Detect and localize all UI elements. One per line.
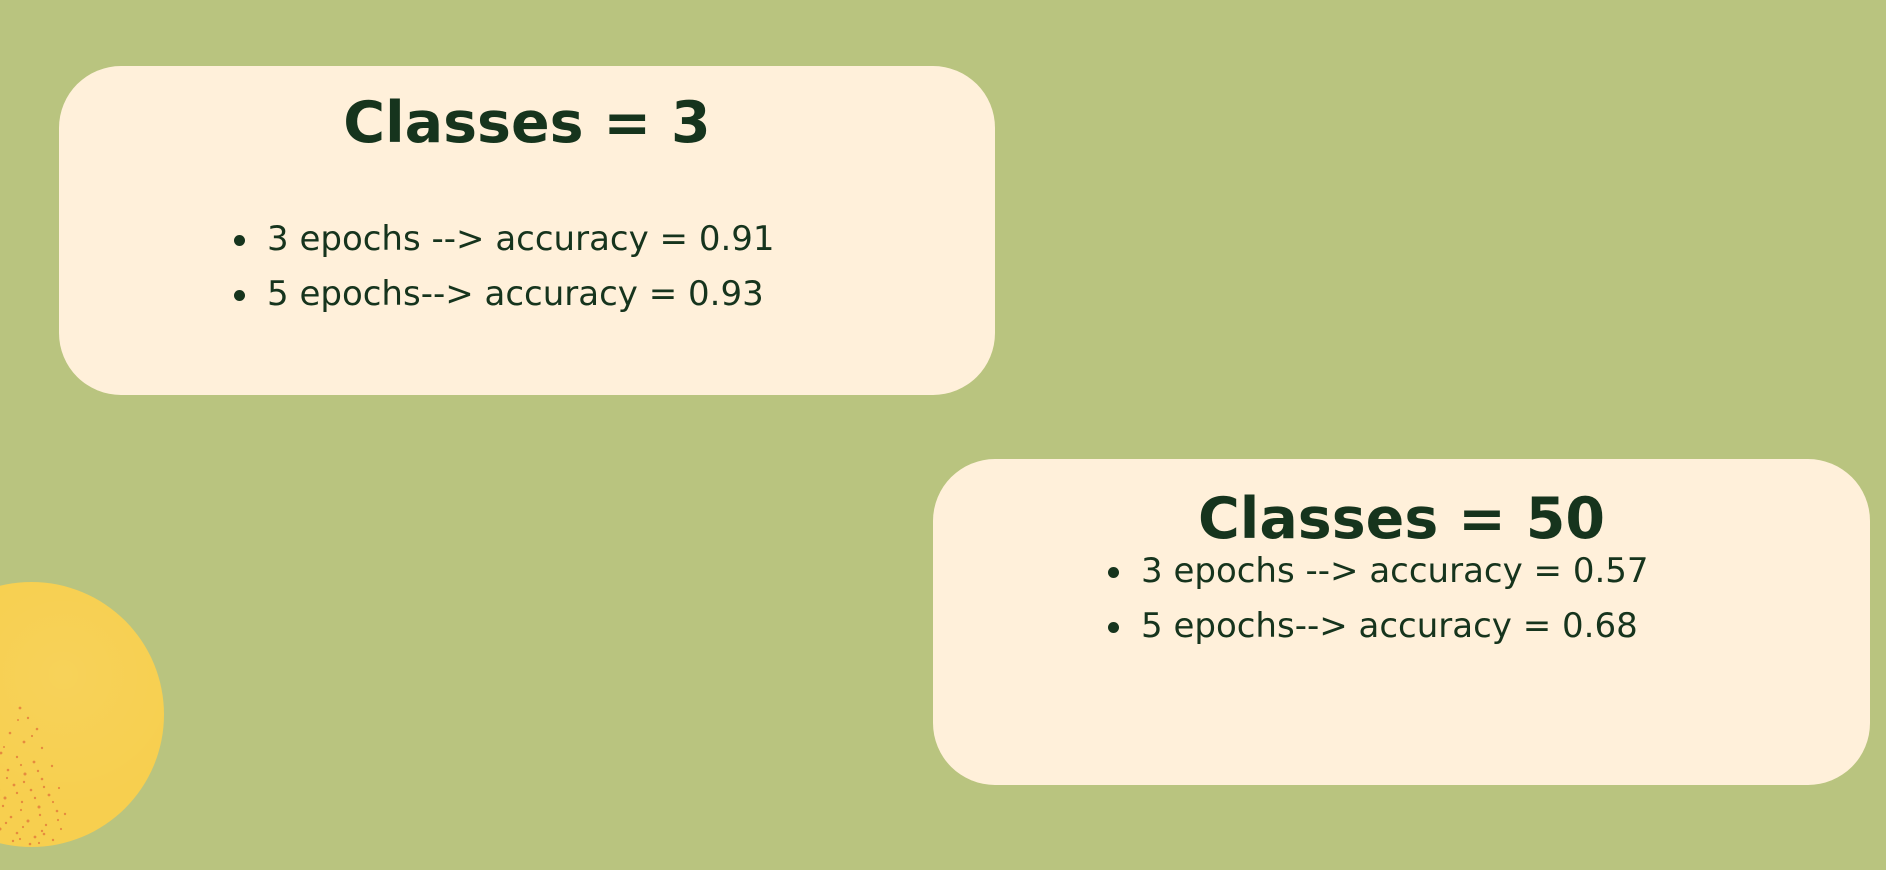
list-item-text: 3 epochs --> accuracy = 0.57 [1141, 551, 1649, 591]
list-item-text: 3 epochs --> accuracy = 0.91 [267, 219, 775, 259]
dot-texture-icon [0, 706, 67, 846]
bullet-icon [234, 235, 245, 246]
list-item: 5 epochs--> accuracy = 0.93 [226, 267, 775, 322]
card-title: Classes = 3 [343, 90, 711, 156]
list-item-text: 5 epochs--> accuracy = 0.68 [1141, 606, 1638, 646]
accuracy-list: 3 epochs --> accuracy = 0.91 5 epochs-->… [226, 212, 775, 322]
results-card-classes-3: Classes = 3 3 epochs --> accuracy = 0.91… [59, 66, 995, 395]
bullet-icon [1108, 622, 1119, 633]
list-item: 3 epochs --> accuracy = 0.57 [1100, 544, 1649, 599]
bullet-icon [234, 290, 245, 301]
list-item: 5 epochs--> accuracy = 0.68 [1100, 599, 1649, 654]
accuracy-list: 3 epochs --> accuracy = 0.57 5 epochs-->… [1100, 544, 1649, 654]
card-title: Classes = 50 [1197, 486, 1606, 552]
list-item-text: 5 epochs--> accuracy = 0.93 [267, 274, 764, 314]
results-card-classes-50: Classes = 50 3 epochs --> accuracy = 0.5… [933, 459, 1870, 785]
bullet-icon [1108, 567, 1119, 578]
list-item: 3 epochs --> accuracy = 0.91 [226, 212, 775, 267]
sun-dots-icon [0, 582, 164, 847]
